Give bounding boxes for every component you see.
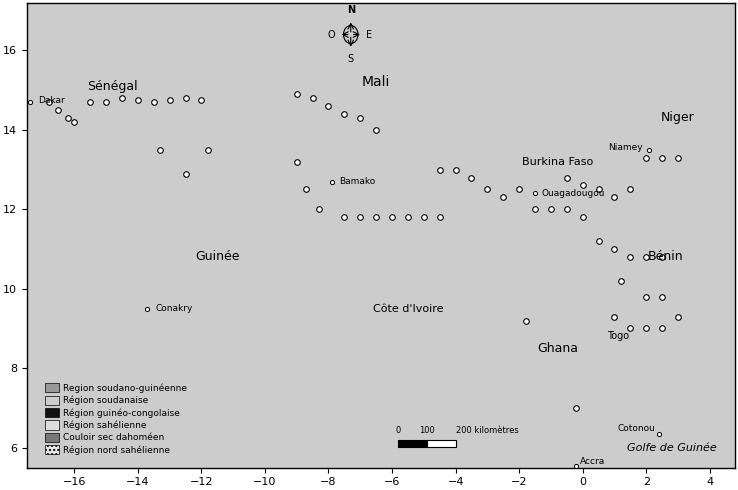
Bar bbox=[399, 440, 427, 447]
Text: Bamako: Bamako bbox=[339, 177, 376, 186]
Text: 100: 100 bbox=[419, 426, 435, 435]
Text: 200 kilomètres: 200 kilomètres bbox=[455, 426, 518, 435]
Text: S: S bbox=[348, 54, 354, 64]
Text: Mali: Mali bbox=[362, 75, 390, 89]
Text: Togo: Togo bbox=[607, 331, 629, 342]
Text: Sénégal: Sénégal bbox=[87, 80, 138, 93]
Text: E: E bbox=[366, 29, 372, 40]
Text: Ouagadougou: Ouagadougou bbox=[542, 189, 605, 198]
Text: Niger: Niger bbox=[661, 111, 695, 124]
Text: Niamey: Niamey bbox=[608, 143, 643, 152]
Bar bbox=[427, 440, 455, 447]
Text: Conakry: Conakry bbox=[155, 304, 193, 313]
Text: Burkina Faso: Burkina Faso bbox=[522, 157, 593, 167]
Text: N: N bbox=[347, 5, 355, 16]
Text: Golfe de Guinée: Golfe de Guinée bbox=[627, 442, 717, 453]
Text: Accra: Accra bbox=[579, 457, 604, 466]
Text: Dakar: Dakar bbox=[38, 96, 64, 104]
Legend: Region soudano-guinéenne, Région soudanaise, Région guinéo-congolaise, Région sa: Region soudano-guinéenne, Région soudana… bbox=[42, 380, 191, 458]
Text: Cotonou: Cotonou bbox=[618, 424, 656, 434]
Text: Bénin: Bénin bbox=[647, 250, 683, 264]
Text: Ghana: Ghana bbox=[537, 342, 578, 355]
Text: Côte d'Ivoire: Côte d'Ivoire bbox=[373, 304, 444, 314]
Text: 0: 0 bbox=[396, 426, 401, 435]
Text: Guinée: Guinée bbox=[195, 250, 240, 264]
Text: O: O bbox=[328, 29, 336, 40]
